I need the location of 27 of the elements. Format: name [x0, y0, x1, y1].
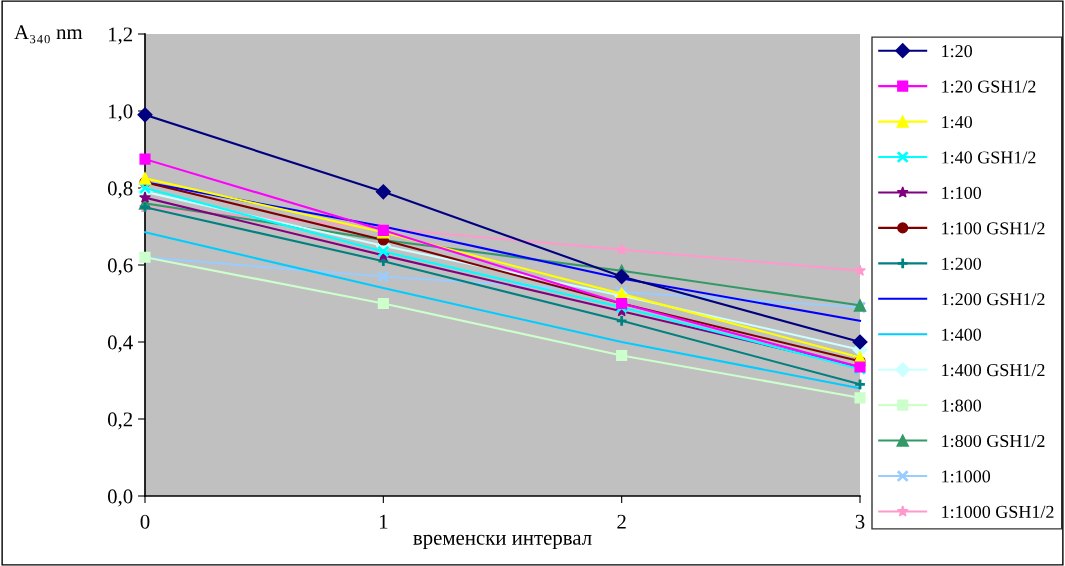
legend-label: 1:40 [942, 115, 973, 129]
legend-label: 1:100 [942, 186, 982, 200]
legend-label: 1:800 GSH1/2 [942, 434, 1045, 448]
y-axis-title: A₃₄₀ nm [14, 25, 83, 44]
y-tick-label: 0,0 [107, 489, 133, 507]
legend-label: 1:400 [942, 328, 982, 341]
y-tick-label: 1,0 [108, 104, 133, 122]
y-tick-label: 1,2 [108, 27, 133, 45]
legend-label: 1:800 [942, 399, 982, 412]
legend-label: 1:200 GSH1/2 [942, 293, 1045, 306]
legend-label: 1:40 GSH1/2 [942, 151, 1036, 164]
legend-label: 1:1000 [942, 470, 991, 483]
legend-label: 1:20 [942, 45, 973, 58]
x-tick-label: 3 [855, 514, 865, 529]
x-axis-title: временски интервал [413, 534, 592, 550]
legend-label: 1:100 GSH1/2 [942, 222, 1045, 235]
x-tick-label: 2 [617, 514, 626, 529]
y-tick-label: 0,8 [107, 181, 133, 199]
legend-label: 1:200 [942, 257, 982, 270]
legend-label: 1:400 GSH1/2 [942, 364, 1045, 377]
x-tick-label: 0 [140, 514, 150, 529]
x-tick-label: 1 [379, 514, 388, 529]
legend-label: 1:1000 GSH1/2 [942, 505, 1054, 519]
y-tick-label: 0,4 [107, 335, 133, 353]
legend-label: 1:20 GSH1/2 [942, 80, 1036, 93]
y-tick-label: 0,2 [107, 412, 133, 430]
y-tick-label: 0,6 [107, 258, 133, 276]
